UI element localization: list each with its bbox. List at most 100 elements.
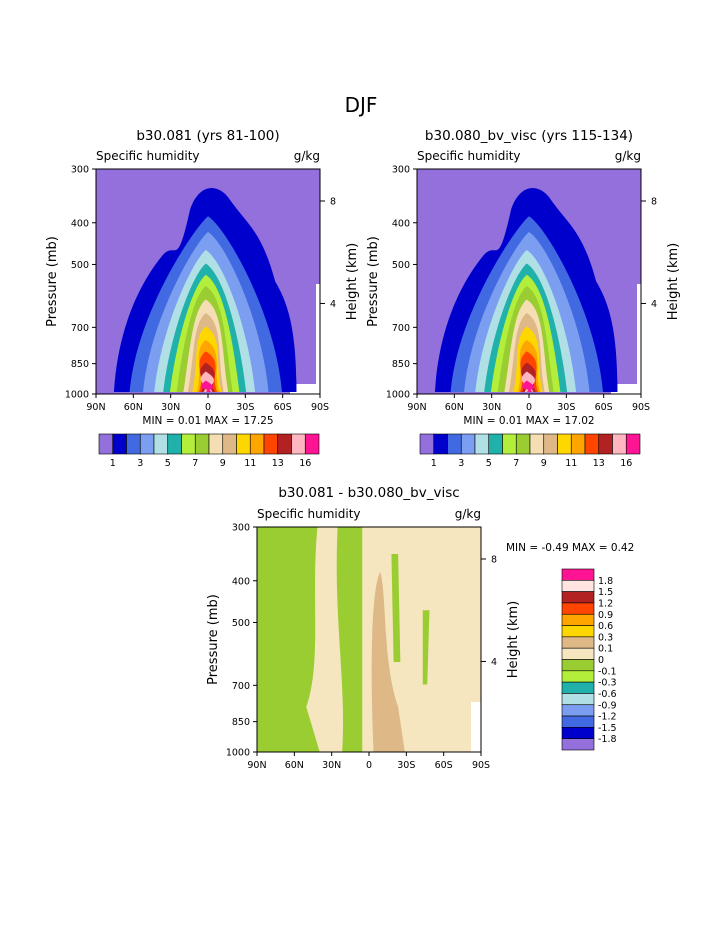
diff-colorbar-label: -0.9: [598, 700, 617, 711]
diff-colorbar-label: 1.5: [598, 587, 613, 598]
left-colorbar-swatch: [181, 433, 196, 455]
left-nodata: [290, 284, 320, 394]
left-ptick-label: 500: [71, 260, 89, 271]
right-ptick-label: 400: [392, 218, 410, 229]
right-frame: [416, 168, 642, 395]
right-colorbar-label: 3: [458, 458, 464, 469]
right-colorbar-swatch: [570, 433, 586, 455]
diff-frame: [256, 526, 482, 753]
diff-colorbar-swatch: [561, 659, 595, 672]
right-ptick-label: 500: [392, 260, 410, 271]
panel-left-title: b30.081 (yrs 81-100): [136, 128, 279, 144]
right-colorbar-label: 9: [541, 458, 547, 469]
diff-lattick-label: 30N: [322, 760, 341, 771]
panel-right-units: g/kg: [615, 149, 641, 163]
diff-colorbar-swatch: [561, 613, 595, 626]
left-colorbar-label: 7: [192, 458, 198, 469]
right-contour-level-15: [522, 380, 535, 392]
diff-ylabel-right: Height (km): [506, 601, 521, 678]
left-ptick-label: 700: [71, 323, 89, 334]
right-ylabel-right: Height (km): [666, 243, 681, 320]
right-ptick-label: 1000: [386, 390, 410, 401]
diff-lattick-label: 60N: [285, 760, 304, 771]
right-colorbar-label: 7: [513, 458, 519, 469]
left-colorbar-swatch: [194, 433, 210, 455]
left-contour-level-15: [201, 380, 214, 392]
diff-colorbar-swatch: [561, 602, 595, 615]
right-lattick-label: 90N: [407, 402, 426, 413]
diff-colorbar-swatch: [561, 727, 595, 739]
left-colorbar-label: 16: [299, 458, 311, 469]
right-ptick-label: 850: [392, 359, 410, 370]
diff-ptick-label: 400: [232, 576, 250, 587]
diff-colorbar-swatch: [561, 670, 595, 683]
left-lattick-label: 60S: [274, 402, 292, 413]
left-colorbar-swatch: [126, 433, 141, 455]
diff-colorbar-swatch: [561, 625, 595, 638]
left-colorbar-swatch: [208, 433, 224, 455]
right-colorbar-swatch: [488, 433, 503, 455]
diff-colorbar-swatch: [561, 591, 595, 604]
diff-colorbar-swatch: [561, 636, 595, 649]
right-lattick-label: 60S: [595, 402, 613, 413]
right-colorbar-swatch: [460, 433, 476, 455]
panel-right-title: b30.080_bv_visc (yrs 115-134): [425, 128, 633, 144]
panel-left-units: g/kg: [294, 149, 320, 163]
right-colorbar-label: 5: [486, 458, 492, 469]
left-lattick-label: 0: [205, 402, 211, 413]
diff-htick-label: 4: [491, 657, 497, 668]
left-lattick-label: 60N: [124, 402, 143, 413]
left-lattick-label: 30S: [236, 402, 254, 413]
right-colorbar-swatch: [625, 433, 641, 455]
diff-colorbar-swatch: [561, 568, 595, 581]
diff-colorbar-label: 0: [598, 655, 604, 666]
left-colorbar-swatch: [222, 433, 237, 455]
right-htick-label: 8: [651, 196, 657, 207]
panel-left-subtitle: Specific humidity: [96, 149, 200, 163]
diff-ptick-label: 500: [232, 618, 250, 629]
diff-lattick-label: 90S: [472, 760, 490, 771]
panel-left-minmax: MIN = 0.01 MAX = 17.25: [142, 415, 273, 427]
left-colorbar-swatch: [112, 433, 127, 455]
right-ptick-label: 700: [392, 323, 410, 334]
left-htick-label: 4: [330, 299, 336, 310]
right-colorbar-label: 13: [593, 458, 605, 469]
right-lattick-label: 0: [526, 402, 532, 413]
diff-colorbar-swatch: [561, 580, 595, 592]
diff-colorbar-swatch: [561, 715, 595, 728]
panel-right-minmax: MIN = 0.01 MAX = 17.02: [463, 415, 594, 427]
panel-right: b30.080_bv_visc (yrs 115-134) Specific h…: [366, 128, 681, 469]
left-htick-label: 8: [330, 196, 336, 207]
diff-region-negative-stripe: [391, 554, 401, 662]
diff-colorbar-label: 0.3: [598, 632, 613, 643]
left-colorbar-swatch: [263, 433, 279, 455]
panel-diff-units: g/kg: [455, 507, 481, 521]
left-ylabel-right: Height (km): [345, 243, 360, 320]
left-colorbar-swatch: [139, 433, 155, 455]
diff-colorbar-swatch: [561, 647, 595, 660]
diff-nodata: [471, 702, 481, 752]
right-colorbar-label: 11: [565, 458, 577, 469]
left-colorbar-swatch: [249, 433, 265, 455]
left-ylabel: Pressure (mb): [45, 236, 60, 327]
left-colorbar-swatch: [291, 433, 306, 455]
diff-ptick-label: 850: [232, 717, 250, 728]
left-colorbar-swatch: [167, 433, 182, 455]
panel-left: b30.081 (yrs 81-100) Specific humidity g…: [45, 128, 360, 469]
diff-colorbar-label: 0.9: [598, 610, 613, 621]
diff-region-negative-small: [422, 610, 430, 685]
left-colorbar-label: 11: [244, 458, 256, 469]
left-colorbar-label: 9: [220, 458, 226, 469]
panel-diff: b30.081 - b30.080_bv_visc Specific humid…: [206, 485, 634, 771]
right-ptick-label: 300: [392, 165, 410, 176]
diff-ptick-label: 1000: [226, 748, 250, 759]
diff-colorbar-label: 1.8: [598, 576, 613, 587]
diff-region-positive-plume: [371, 572, 405, 752]
diff-colorbar-swatch: [561, 738, 595, 751]
left-colorbar-swatch: [236, 433, 251, 455]
diff-colorbar-swatch: [561, 704, 595, 717]
right-colorbar-swatch: [502, 433, 517, 455]
left-lattick-label: 90S: [311, 402, 329, 413]
